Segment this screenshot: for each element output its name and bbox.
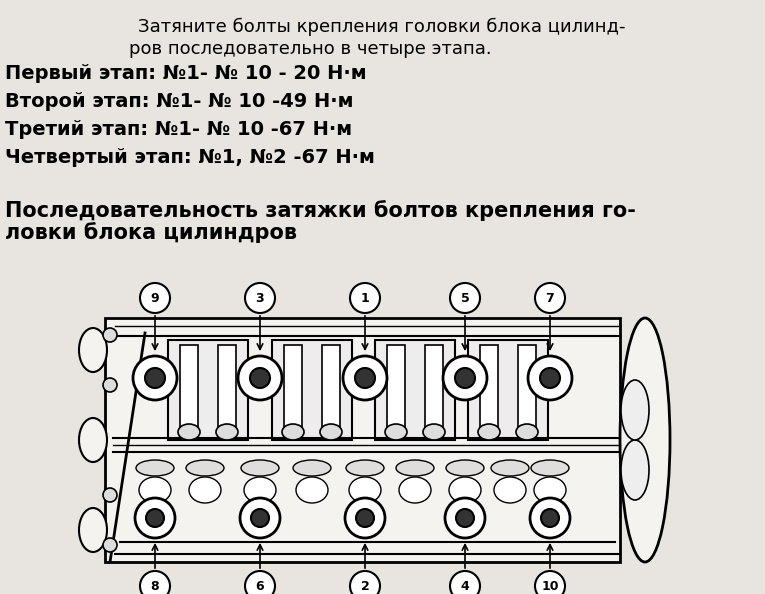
Text: 7: 7 xyxy=(545,292,555,305)
Circle shape xyxy=(343,356,387,400)
Text: Второй этап: №1- № 10 -49 Н·м: Второй этап: №1- № 10 -49 Н·м xyxy=(5,92,353,111)
Ellipse shape xyxy=(241,460,279,476)
Circle shape xyxy=(530,498,570,538)
Ellipse shape xyxy=(216,424,238,440)
Ellipse shape xyxy=(446,460,484,476)
Bar xyxy=(272,340,352,440)
Circle shape xyxy=(535,571,565,594)
Ellipse shape xyxy=(189,477,221,503)
Ellipse shape xyxy=(244,477,276,503)
Circle shape xyxy=(528,356,572,400)
Ellipse shape xyxy=(621,380,649,440)
Circle shape xyxy=(245,571,275,594)
Circle shape xyxy=(345,498,385,538)
Ellipse shape xyxy=(531,460,569,476)
Ellipse shape xyxy=(621,440,649,500)
Ellipse shape xyxy=(139,477,171,503)
Ellipse shape xyxy=(103,488,117,502)
Circle shape xyxy=(450,283,480,313)
Circle shape xyxy=(450,571,480,594)
Bar xyxy=(468,340,548,440)
Ellipse shape xyxy=(491,460,529,476)
Circle shape xyxy=(356,509,374,527)
Text: Четвертый этап: №1, №2 -67 Н·м: Четвертый этап: №1, №2 -67 Н·м xyxy=(5,148,375,167)
Text: 1: 1 xyxy=(360,292,369,305)
Ellipse shape xyxy=(478,424,500,440)
Ellipse shape xyxy=(346,460,384,476)
Circle shape xyxy=(455,368,475,388)
Ellipse shape xyxy=(103,378,117,392)
Circle shape xyxy=(245,283,275,313)
Circle shape xyxy=(443,356,487,400)
Circle shape xyxy=(445,498,485,538)
Bar xyxy=(480,345,498,433)
Ellipse shape xyxy=(103,538,117,552)
Text: ловки блока цилиндров: ловки блока цилиндров xyxy=(5,222,297,243)
Text: Третий этап: №1- № 10 -67 Н·м: Третий этап: №1- № 10 -67 Н·м xyxy=(5,120,352,139)
Ellipse shape xyxy=(494,477,526,503)
Text: 8: 8 xyxy=(151,580,159,592)
Text: 4: 4 xyxy=(461,580,470,592)
Ellipse shape xyxy=(449,477,481,503)
Circle shape xyxy=(135,498,175,538)
Ellipse shape xyxy=(396,460,434,476)
Ellipse shape xyxy=(399,477,431,503)
Text: 2: 2 xyxy=(360,580,369,592)
Ellipse shape xyxy=(79,418,107,462)
Text: Последовательность затяжки болтов крепления го-: Последовательность затяжки болтов крепле… xyxy=(5,200,636,221)
Ellipse shape xyxy=(296,477,328,503)
Circle shape xyxy=(146,509,164,527)
Bar xyxy=(375,340,455,440)
Circle shape xyxy=(355,368,375,388)
Circle shape xyxy=(240,498,280,538)
Bar xyxy=(518,345,536,433)
Circle shape xyxy=(145,368,165,388)
Ellipse shape xyxy=(186,460,224,476)
Circle shape xyxy=(456,509,474,527)
Bar xyxy=(322,345,340,433)
Bar xyxy=(168,340,248,440)
Text: 6: 6 xyxy=(256,580,265,592)
Bar xyxy=(387,345,405,433)
Ellipse shape xyxy=(534,477,566,503)
Circle shape xyxy=(140,571,170,594)
Text: 5: 5 xyxy=(461,292,470,305)
Circle shape xyxy=(541,509,559,527)
Ellipse shape xyxy=(293,460,331,476)
Ellipse shape xyxy=(385,424,407,440)
Ellipse shape xyxy=(79,328,107,372)
Circle shape xyxy=(133,356,177,400)
Ellipse shape xyxy=(620,318,670,562)
Ellipse shape xyxy=(282,424,304,440)
Ellipse shape xyxy=(136,460,174,476)
Bar xyxy=(180,345,198,433)
Text: Первый этап: №1- № 10 - 20 Н·м: Первый этап: №1- № 10 - 20 Н·м xyxy=(5,64,366,83)
Ellipse shape xyxy=(516,424,538,440)
Ellipse shape xyxy=(178,424,200,440)
Text: 9: 9 xyxy=(151,292,159,305)
Circle shape xyxy=(251,509,269,527)
Circle shape xyxy=(250,368,270,388)
Circle shape xyxy=(140,283,170,313)
Text: ров последовательно в четыре этапа.: ров последовательно в четыре этапа. xyxy=(129,40,491,58)
Bar xyxy=(425,345,443,433)
Text: 3: 3 xyxy=(256,292,265,305)
Ellipse shape xyxy=(79,508,107,552)
Circle shape xyxy=(535,283,565,313)
Circle shape xyxy=(540,368,560,388)
Text: Затяните болты крепления головки блока цилинд-: Затяните болты крепления головки блока ц… xyxy=(138,18,626,36)
Circle shape xyxy=(238,356,282,400)
Ellipse shape xyxy=(320,424,342,440)
Ellipse shape xyxy=(103,328,117,342)
Bar xyxy=(218,345,236,433)
Bar xyxy=(284,345,302,433)
Circle shape xyxy=(350,283,380,313)
Ellipse shape xyxy=(349,477,381,503)
Circle shape xyxy=(350,571,380,594)
Ellipse shape xyxy=(423,424,445,440)
Bar xyxy=(105,318,620,562)
Text: 10: 10 xyxy=(542,580,558,592)
